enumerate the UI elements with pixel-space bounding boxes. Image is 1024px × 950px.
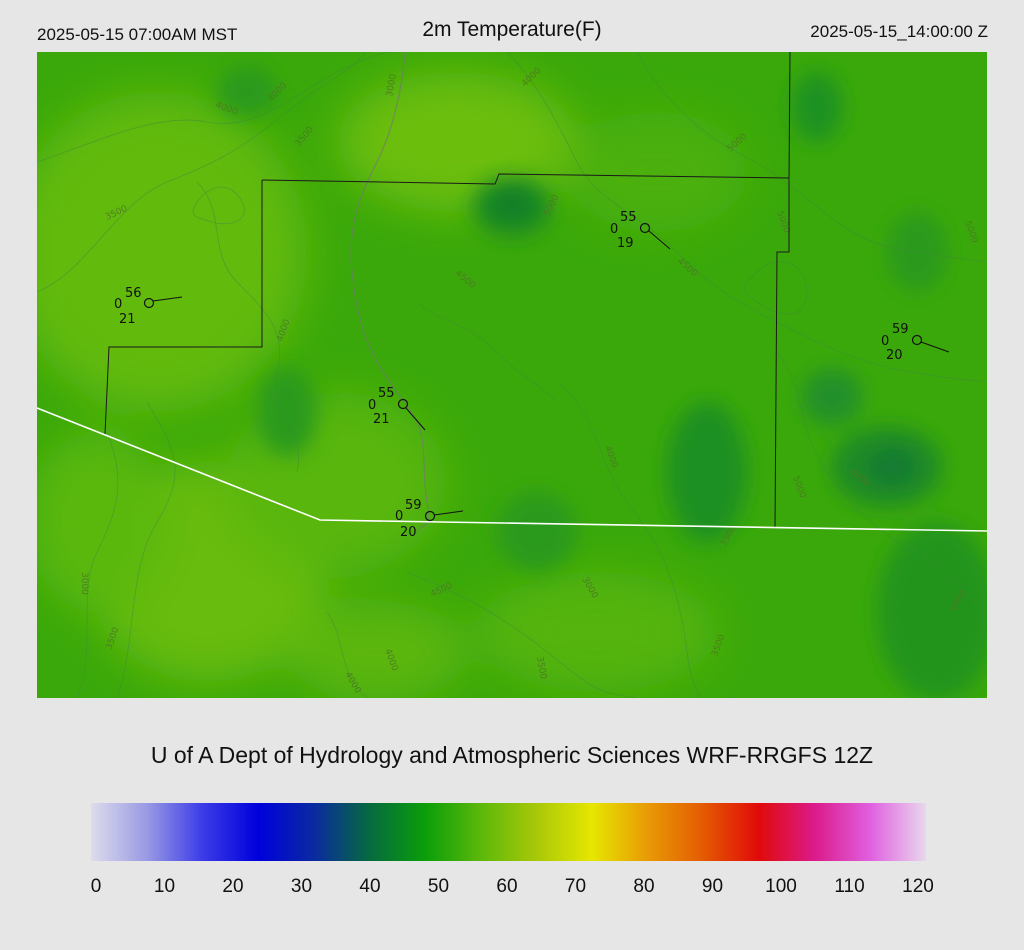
- header-utc-time: 2025-05-15_14:00:00 Z: [810, 22, 988, 41]
- header-local-time: 2025-05-15 07:00AM MST: [37, 25, 238, 44]
- color-scale-tick: 110: [834, 876, 865, 897]
- contour-label: 3000: [79, 572, 89, 595]
- color-scale-tick: 120: [902, 876, 934, 897]
- color-scale-tick: 20: [222, 876, 244, 897]
- station-temp: 59: [892, 322, 909, 337]
- station-plot[interactable]: 59 0 20: [881, 322, 950, 363]
- color-scale-tick: 30: [290, 876, 313, 897]
- color-scale-tick: 80: [633, 876, 655, 897]
- county-boundaries: [104, 52, 791, 529]
- station-cloud: 0: [368, 398, 376, 413]
- station-cloud: 0: [881, 334, 889, 349]
- color-scale-tick: 60: [496, 876, 518, 897]
- station-cloud: 0: [395, 509, 403, 524]
- color-scale-tick: 10: [153, 876, 176, 897]
- station-temp: 59: [405, 498, 422, 513]
- station-cloud: 0: [114, 297, 122, 312]
- color-scale-bar: [91, 803, 926, 861]
- station-dewpt: 20: [886, 348, 903, 363]
- color-scale-tick: 70: [564, 876, 587, 897]
- station-plot[interactable]: 55 0 19: [610, 210, 671, 251]
- elevation-contours: [37, 52, 987, 698]
- contour-label: 3500: [534, 656, 548, 681]
- station-temp: 55: [620, 210, 637, 225]
- state-boundary: [37, 407, 987, 532]
- color-scale-ticks: 0 10 20 30 40 50 60 70 80 90 100 110 120: [0, 876, 1024, 900]
- color-scale-tick: 40: [359, 876, 381, 897]
- map-title: 2m Temperature(F): [422, 18, 602, 41]
- station-dewpt: 19: [617, 236, 634, 251]
- station-plot[interactable]: 56 0 21: [114, 286, 183, 327]
- station-plot[interactable]: 55 0 21: [368, 386, 426, 431]
- station-temp: 56: [125, 286, 142, 301]
- color-scale-tick: 90: [701, 876, 724, 897]
- contour-label: 3000: [385, 73, 399, 98]
- color-scale-tick: 0: [90, 876, 102, 897]
- cool-areas: [217, 67, 987, 698]
- river: [350, 52, 429, 533]
- temperature-map[interactable]: 4000 4000 4000 3000 3500 3500 4000 4500 …: [37, 52, 987, 698]
- color-scale-tick: 100: [765, 876, 797, 897]
- station-plots: 56 0 21 55 0 19 55 0 21 59: [114, 210, 950, 540]
- station-cloud: 0: [610, 222, 618, 237]
- credit-line: U of A Dept of Hydrology and Atmospheric…: [150, 742, 874, 768]
- station-dewpt: 21: [373, 412, 390, 427]
- station-plot[interactable]: 59 0 20: [395, 498, 464, 540]
- station-temp: 55: [378, 386, 395, 401]
- color-scale-tick: 50: [427, 876, 450, 897]
- station-dewpt: 21: [119, 312, 136, 327]
- station-dewpt: 20: [400, 525, 417, 540]
